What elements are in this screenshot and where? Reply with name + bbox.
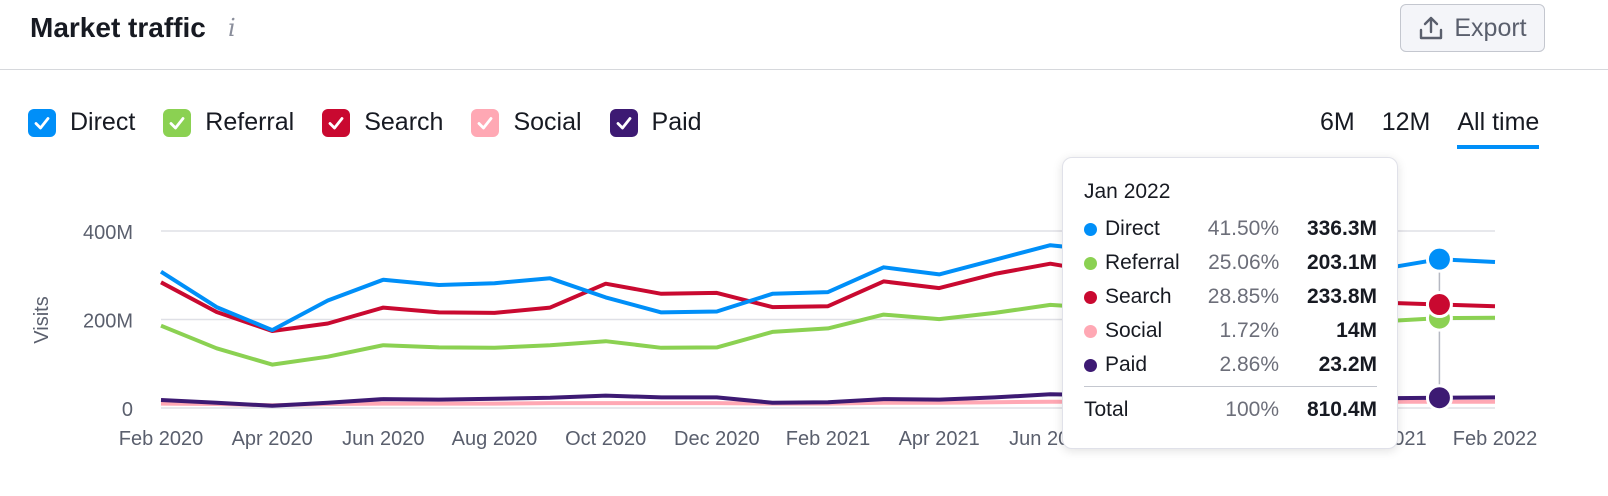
- x-tick-label: Oct 2020: [565, 428, 646, 450]
- x-tick-label: Aug 2020: [452, 428, 538, 450]
- tooltip-series-name: Search: [1105, 285, 1172, 308]
- tooltip-total-pct: 100%: [1225, 398, 1279, 421]
- upload-icon: [1420, 16, 1443, 40]
- hover-point-paid: [1425, 384, 1453, 412]
- x-tick-label: Dec 2020: [674, 428, 760, 450]
- legend-label: Paid: [651, 108, 702, 136]
- legend-label: Search: [364, 108, 444, 136]
- tooltip-date: Jan 2022: [1084, 180, 1171, 203]
- y-tick-label: 400M: [83, 222, 133, 244]
- x-tick-label: Feb 2021: [786, 428, 871, 450]
- hover-point-search: [1425, 291, 1453, 319]
- x-tick-label: Feb 2020: [119, 428, 204, 450]
- checkbox-checked-icon[interactable]: [28, 108, 56, 137]
- tooltip-series-pct: 28.85%: [1207, 285, 1279, 308]
- tooltip-series-name: Social: [1105, 319, 1163, 342]
- series-dot-icon: [1084, 222, 1097, 236]
- tooltip-series-value: 14M: [1336, 319, 1377, 342]
- chart-tooltip: Jan 2022 Direct 41.50% 336.3M Referral 25.06…: [1062, 157, 1398, 449]
- legend-item-search[interactable]: Search: [322, 108, 443, 137]
- tooltip-series-pct: 41.50%: [1207, 217, 1279, 240]
- x-tick-label: Feb 2022: [1453, 428, 1538, 450]
- export-button-label: Export: [1454, 13, 1527, 42]
- export-button[interactable]: Export: [1400, 4, 1545, 52]
- range-tab-6m[interactable]: 6M: [1320, 108, 1355, 136]
- tooltip-series-value: 23.2M: [1318, 353, 1377, 376]
- range-tab-all-time[interactable]: All time: [1457, 108, 1540, 149]
- checkbox-checked-icon[interactable]: [471, 108, 500, 137]
- tooltip-series-pct: 1.72%: [1219, 319, 1279, 342]
- tooltip-series-pct: 2.86%: [1219, 353, 1279, 376]
- legend-label: Direct: [70, 108, 136, 136]
- checkbox-checked-icon[interactable]: [609, 108, 638, 137]
- legend: Direct Referral Search Social Paid: [28, 108, 702, 137]
- tooltip-series-name: Referral: [1104, 251, 1180, 274]
- info-icon[interactable]: i: [228, 14, 236, 42]
- tooltip-series-pct: 25.06%: [1208, 251, 1280, 274]
- range-selector: 6M 12M All time: [1320, 108, 1540, 149]
- page-title: Market traffic: [30, 12, 206, 43]
- tooltip-row-referral: Referral 25.06% 203.1M: [1084, 246, 1377, 280]
- widget-header: Market traffic i Export: [0, 0, 1608, 70]
- legend-item-social[interactable]: Social: [471, 108, 582, 137]
- series-dot-icon: [1084, 358, 1097, 372]
- tooltip-series-name: Paid: [1105, 353, 1148, 376]
- tooltip-row-social: Social 1.72% 14M: [1084, 314, 1377, 348]
- checkbox-checked-icon[interactable]: [322, 108, 351, 137]
- y-tick-label: 0: [122, 399, 133, 421]
- series-dot-icon: [1084, 256, 1097, 270]
- checkbox-checked-icon[interactable]: [163, 108, 192, 137]
- range-tab-12m[interactable]: 12M: [1381, 108, 1431, 136]
- y-tick-label: 200M: [83, 311, 133, 333]
- tooltip-series-name: Direct: [1105, 217, 1160, 240]
- tooltip-series-value: 203.1M: [1306, 251, 1377, 274]
- legend-label: Social: [513, 108, 582, 136]
- legend-item-paid[interactable]: Paid: [609, 108, 702, 137]
- tooltip-series-value: 233.8M: [1306, 285, 1377, 308]
- x-tick-label: Jun 2020: [342, 428, 424, 450]
- x-tick-label: Apr 2020: [232, 428, 313, 450]
- series-dot-icon: [1084, 324, 1097, 338]
- legend-item-referral[interactable]: Referral: [163, 108, 294, 137]
- legend-label: Referral: [205, 108, 295, 136]
- tooltip-total-row: Total 100% 810.4M: [1084, 393, 1377, 427]
- tooltip-row-paid: Paid 2.86% 23.2M: [1084, 348, 1377, 382]
- hover-point-direct: [1425, 245, 1453, 273]
- tooltip-total-label: Total: [1084, 398, 1129, 421]
- tooltip-total-value: 810.4M: [1306, 398, 1377, 421]
- tooltip-series-value: 336.3M: [1306, 217, 1377, 240]
- tooltip-row-search: Search 28.85% 233.8M: [1084, 280, 1377, 314]
- legend-item-direct[interactable]: Direct: [28, 108, 135, 137]
- x-tick-label: Apr 2021: [899, 428, 980, 450]
- y-axis-label: Visits: [31, 296, 53, 343]
- series-dot-icon: [1084, 290, 1097, 304]
- tooltip-divider: [1084, 386, 1377, 387]
- tooltip-row-direct: Direct 41.50% 336.3M: [1084, 212, 1377, 246]
